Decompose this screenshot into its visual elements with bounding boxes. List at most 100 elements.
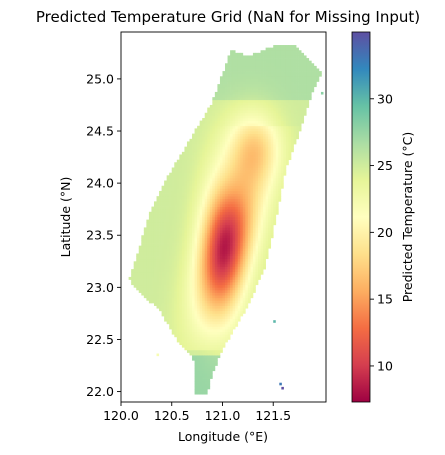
heatmap-cell — [261, 157, 264, 160]
heatmap-cell — [253, 209, 256, 212]
heatmap-cell — [179, 225, 182, 228]
heatmap-cell — [200, 141, 203, 144]
heatmap-cell — [273, 149, 276, 152]
heatmap-cell — [169, 326, 172, 329]
heatmap-cell — [207, 199, 210, 202]
heatmap-cell — [190, 256, 193, 259]
heatmap-cell — [149, 222, 152, 225]
heatmap-cell — [228, 139, 231, 142]
heatmap-cell — [220, 118, 223, 121]
heatmap-cell — [192, 267, 195, 270]
heatmap-cell — [205, 134, 208, 137]
heatmap-cell — [215, 144, 218, 147]
heatmap-cell — [245, 157, 248, 160]
heatmap-cell — [255, 280, 258, 283]
heatmap-cell — [212, 329, 215, 332]
heatmap-cell — [230, 316, 233, 319]
heatmap-cell — [136, 259, 139, 262]
heatmap-cell — [235, 110, 238, 113]
heatmap-cell — [248, 141, 251, 144]
heatmap-cell — [245, 209, 248, 212]
heatmap-cell — [207, 240, 210, 243]
heatmap-cell — [190, 246, 193, 249]
heatmap-cell — [192, 264, 195, 267]
heatmap-cell — [245, 113, 248, 116]
heatmap-cell — [157, 238, 160, 241]
heatmap-cell — [215, 170, 218, 173]
heatmap-cell — [228, 92, 231, 95]
heatmap-cell — [225, 329, 228, 332]
heatmap-cell — [174, 246, 177, 249]
heatmap-cell — [276, 186, 279, 189]
heatmap-cell — [200, 251, 203, 254]
heatmap-cell — [202, 248, 205, 251]
heatmap-cell — [240, 61, 243, 64]
heatmap-cell — [225, 204, 228, 207]
heatmap-cell — [294, 100, 297, 103]
heatmap-cell — [255, 76, 258, 79]
heatmap-cell — [146, 251, 149, 254]
heatmap-cell — [228, 115, 231, 118]
heatmap-cell — [197, 160, 200, 163]
heatmap-cell — [271, 225, 274, 228]
heatmap-cell — [149, 227, 152, 230]
heatmap-cell — [220, 115, 223, 118]
heatmap-cell — [250, 160, 253, 163]
heatmap-cell — [230, 274, 233, 277]
heatmap-cell — [235, 240, 238, 243]
heatmap-cell — [253, 248, 256, 251]
heatmap-cell — [248, 199, 251, 202]
heatmap-cell — [222, 321, 225, 324]
heatmap-cell — [205, 366, 208, 369]
heatmap-cell — [228, 287, 231, 290]
heatmap-cell — [222, 345, 225, 348]
heatmap-cell — [157, 230, 160, 233]
heatmap-cell — [212, 230, 215, 233]
heatmap-cell — [215, 352, 218, 355]
heatmap-cell — [174, 295, 177, 298]
heatmap-cell — [205, 227, 208, 230]
heatmap-cell — [172, 298, 175, 301]
heatmap-cell — [159, 298, 162, 301]
heatmap-cell — [222, 82, 225, 85]
heatmap-cell — [222, 175, 225, 178]
heatmap-cell — [243, 126, 246, 129]
heatmap-cell — [192, 342, 195, 345]
heatmap-cell — [250, 196, 253, 199]
heatmap-cell — [291, 147, 294, 150]
heatmap-cell — [273, 191, 276, 194]
heatmap-cell — [195, 222, 198, 225]
heatmap-cell — [179, 332, 182, 335]
heatmap-cell — [141, 243, 144, 246]
heatmap-cell — [296, 113, 299, 116]
heatmap-cell — [240, 303, 243, 306]
heatmap-cell — [248, 194, 251, 197]
heatmap-cell — [187, 175, 190, 178]
heatmap-cell — [179, 220, 182, 223]
heatmap-cell — [212, 121, 215, 124]
heatmap-cell — [261, 175, 264, 178]
heatmap-cell — [210, 209, 213, 212]
heatmap-cell — [157, 306, 160, 309]
heatmap-cell — [202, 280, 205, 283]
heatmap-cell — [235, 134, 238, 137]
heatmap-cell — [200, 350, 203, 353]
heatmap-cell — [220, 251, 223, 254]
heatmap-cell — [225, 102, 228, 105]
heatmap-cell — [212, 238, 215, 241]
heatmap-cell — [263, 121, 266, 124]
heatmap-cell — [197, 235, 200, 238]
heatmap-cell — [278, 71, 281, 74]
heatmap-cell — [197, 217, 200, 220]
heatmap-cell — [195, 175, 198, 178]
heatmap-cell — [200, 126, 203, 129]
heatmap-cell — [233, 92, 236, 95]
heatmap-cell — [205, 194, 208, 197]
heatmap-cell — [210, 243, 213, 246]
heatmap-cell — [278, 95, 281, 98]
heatmap-cell — [215, 259, 218, 262]
colorbar-tick-label: 20 — [377, 225, 393, 240]
heatmap-cell — [276, 201, 279, 204]
heatmap-cell — [235, 97, 238, 100]
heatmap-cell — [261, 126, 264, 129]
